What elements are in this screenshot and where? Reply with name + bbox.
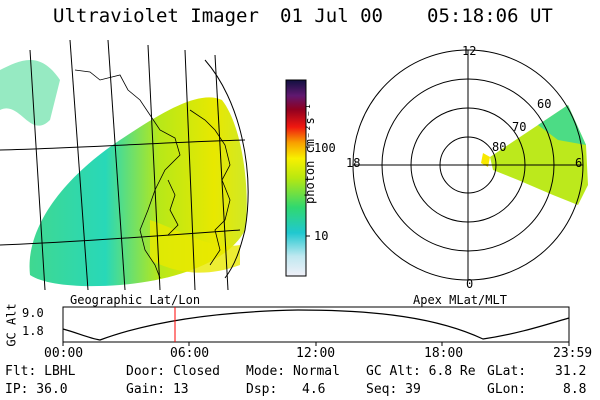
altitude-plot <box>62 306 570 346</box>
colorbar: photon cm⁻²s⁻¹ <box>285 79 317 277</box>
mlt-label-18: 18 <box>346 156 361 170</box>
mlat-label-80: 80 <box>492 140 507 154</box>
glon-label: GLon: <box>487 382 527 397</box>
instrument-title: Ultraviolet Imager <box>53 5 259 27</box>
geographic-projection-label: Geographic Lat/Lon <box>70 293 201 307</box>
mlt-label-6: 6 <box>575 156 583 170</box>
glat-label: GLat: <box>487 364 527 379</box>
gain-status: Gain: 13 <box>126 382 189 397</box>
mlt-label-12: 12 <box>462 44 477 58</box>
mlat-label-60: 60 <box>537 97 552 111</box>
colorbar-tick-100: 100 <box>314 141 336 155</box>
colorbar-tick-10: 10 <box>314 229 329 243</box>
time-label: 05:18:06 UT <box>427 5 553 27</box>
time-tick-0000: 00:00 <box>44 346 84 361</box>
dsp-value: 4.6 <box>302 382 326 397</box>
time-tick-2359: 23:59 <box>553 346 593 361</box>
altitude-tick-low: 1.8 <box>22 324 44 338</box>
mlt-label-0: 0 <box>466 277 474 291</box>
date-label: 01 Jul 00 <box>280 5 383 27</box>
time-tick-1200: 12:00 <box>296 346 336 361</box>
gc-alt-status: GC Alt: 6.8 Re <box>366 364 476 379</box>
time-tick-0600: 06:00 <box>170 346 210 361</box>
time-tick-1800: 18:00 <box>424 346 464 361</box>
colorbar-unit-label: photon cm⁻²s⁻¹ <box>303 103 317 204</box>
mode-status: Mode: Normal <box>246 364 340 379</box>
geographic-map <box>0 39 249 291</box>
colorbar-scale <box>285 79 307 277</box>
ip-status: IP: 36.0 <box>5 382 68 397</box>
altitude-curve <box>62 309 570 341</box>
altitude-axis-label: GC Alt <box>4 303 19 347</box>
dsp-label: Dsp: <box>246 382 278 397</box>
glat-value: 31.2 <box>555 364 587 379</box>
filter-status: Flt: LBHL <box>5 364 76 379</box>
altitude-plot-frame <box>62 306 570 343</box>
altitude-tick-high: 9.0 <box>22 306 44 320</box>
apex-projection-label: Apex MLat/MLT <box>413 293 507 307</box>
polar-plot <box>352 49 588 281</box>
door-status: Door: Closed <box>126 364 220 379</box>
glon-value: 8.8 <box>563 382 587 397</box>
seq-status: Seq: 39 <box>366 382 421 397</box>
mlat-label-70: 70 <box>512 120 527 134</box>
